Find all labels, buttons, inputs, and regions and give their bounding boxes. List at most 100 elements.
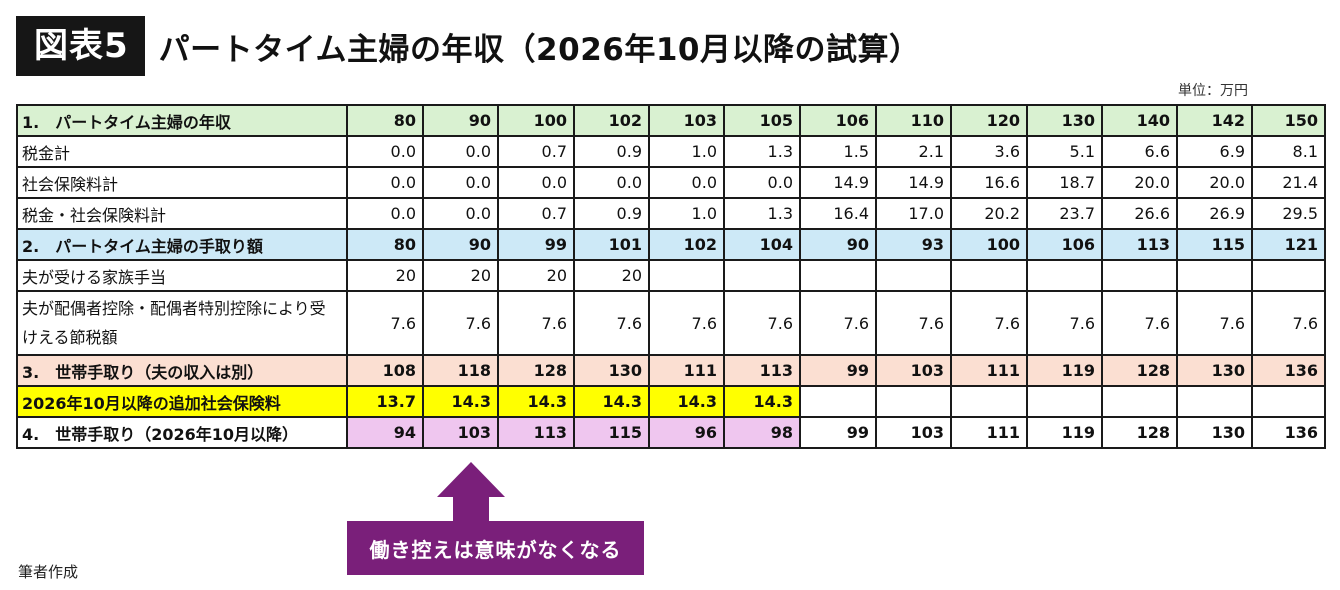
table-cell: 118 xyxy=(422,354,499,387)
table-cell: 21.4 xyxy=(1251,166,1326,199)
table-cell: 7.6 xyxy=(648,290,725,356)
table-cell: 26.6 xyxy=(1101,197,1178,230)
table-cell: 18.7 xyxy=(1026,166,1103,199)
table-cell: 101 xyxy=(573,228,650,261)
table-cell: 16.4 xyxy=(799,197,877,230)
table-cell: 80 xyxy=(346,228,424,261)
table-cell: 1.3 xyxy=(723,135,801,168)
source-note: 筆者作成 xyxy=(18,563,79,581)
table-cell: 26.9 xyxy=(1176,197,1253,230)
table-cell: 14.9 xyxy=(799,166,877,199)
table-cell: 0.0 xyxy=(573,166,650,199)
table-cell: 120 xyxy=(950,104,1028,137)
table-cell: 99 xyxy=(799,416,877,449)
table-cell: 6.6 xyxy=(1101,135,1178,168)
table-cell: 130 xyxy=(1026,104,1103,137)
table-cell: 0.0 xyxy=(346,166,424,199)
page-title: パートタイム主婦の年収（2026年10月以降の試算） xyxy=(158,31,921,68)
table-cell: 96 xyxy=(648,416,725,449)
table-cell xyxy=(875,385,952,418)
row-label: 社会保険料計 xyxy=(16,166,348,199)
row-take-home: 2. パートタイム主婦の手取り額 80 90 99 101 102 104 90… xyxy=(16,228,1326,261)
row-annual-income: 1. パートタイム主婦の年収 80 90 100 102 103 105 106… xyxy=(16,104,1326,137)
table-cell: 130 xyxy=(1176,416,1253,449)
table-cell: 0.0 xyxy=(648,166,725,199)
table-cell: 2.1 xyxy=(875,135,952,168)
table-cell xyxy=(799,385,877,418)
table-cell: 128 xyxy=(1101,354,1178,387)
table-cell xyxy=(1101,259,1178,292)
row-social-insurance: 社会保険料計 0.0 0.0 0.0 0.0 0.0 0.0 14.9 14.9… xyxy=(16,166,1326,199)
table-cell: 103 xyxy=(648,104,725,137)
row-label: 2026年10月以降の追加社会保険料 xyxy=(16,385,348,418)
row-additional-insurance: 2026年10月以降の追加社会保険料 13.7 14.3 14.3 14.3 1… xyxy=(16,385,1326,418)
row-spousal-deduction: 夫が配偶者控除・配偶者特別控除により受けえる節税額 7.6 7.6 7.6 7.… xyxy=(16,290,1326,356)
table-cell: 20.0 xyxy=(1176,166,1253,199)
row-label: 1. パートタイム主婦の年収 xyxy=(16,104,348,137)
table-cell: 105 xyxy=(723,104,801,137)
table-cell: 20 xyxy=(346,259,424,292)
table-cell: 7.6 xyxy=(573,290,650,356)
table-cell: 20 xyxy=(422,259,499,292)
table-cell: 8.1 xyxy=(1251,135,1326,168)
table-cell xyxy=(1101,385,1178,418)
table-cell: 7.6 xyxy=(1101,290,1178,356)
unit-label: 単位：万円 xyxy=(1178,83,1248,99)
table-cell: 7.6 xyxy=(497,290,575,356)
table-cell: 7.6 xyxy=(1176,290,1253,356)
table-cell: 0.9 xyxy=(573,135,650,168)
table-cell: 1.3 xyxy=(723,197,801,230)
row-household-after-2026: 4. 世帯手取り（2026年10月以降） 94 103 113 115 96 9… xyxy=(16,416,1326,449)
table-cell: 110 xyxy=(875,104,952,137)
table-cell: 90 xyxy=(799,228,877,261)
table-cell: 102 xyxy=(573,104,650,137)
table-cell: 14.3 xyxy=(648,385,725,418)
table-cell xyxy=(1251,259,1326,292)
table-cell: 128 xyxy=(1101,416,1178,449)
table-cell: 7.6 xyxy=(875,290,952,356)
arrow-stem xyxy=(453,496,489,522)
table-cell: 7.6 xyxy=(422,290,499,356)
table-cell: 90 xyxy=(422,228,499,261)
table-cell: 128 xyxy=(497,354,575,387)
table-cell: 113 xyxy=(723,354,801,387)
table-cell: 14.3 xyxy=(723,385,801,418)
table-cell: 20 xyxy=(497,259,575,292)
table-cell: 93 xyxy=(875,228,952,261)
table-cell: 16.6 xyxy=(950,166,1028,199)
table-cell: 106 xyxy=(799,104,877,137)
table-cell: 1.5 xyxy=(799,135,877,168)
row-tax-and-insurance: 税金・社会保険料計 0.0 0.0 0.7 0.9 1.0 1.3 16.4 1… xyxy=(16,197,1326,230)
table-cell: 104 xyxy=(723,228,801,261)
table-cell: 136 xyxy=(1251,416,1326,449)
table-cell: 0.0 xyxy=(723,166,801,199)
table-cell: 130 xyxy=(1176,354,1253,387)
table-cell: 113 xyxy=(497,416,575,449)
row-label: 夫が配偶者控除・配偶者特別控除により受けえる節税額 xyxy=(16,290,348,356)
table-cell: 98 xyxy=(723,416,801,449)
table-cell: 5.1 xyxy=(1026,135,1103,168)
table-cell: 130 xyxy=(573,354,650,387)
table-cell: 94 xyxy=(346,416,424,449)
row-family-allowance: 夫が受ける家族手当 20 20 20 20 xyxy=(16,259,1326,292)
table-cell: 14.9 xyxy=(875,166,952,199)
table-cell: 103 xyxy=(422,416,499,449)
table-cell: 1.0 xyxy=(648,135,725,168)
table-cell xyxy=(1176,385,1253,418)
row-label: 3. 世帯手取り（夫の収入は別） xyxy=(16,354,348,387)
table-cell: 111 xyxy=(950,354,1028,387)
row-household-take-home: 3. 世帯手取り（夫の収入は別） 108 118 128 130 111 113… xyxy=(16,354,1326,387)
table-cell: 121 xyxy=(1251,228,1326,261)
table-cell: 14.3 xyxy=(573,385,650,418)
row-label: 夫が受ける家族手当 xyxy=(16,259,348,292)
row-tax-total: 税金計 0.0 0.0 0.7 0.9 1.0 1.3 1.5 2.1 3.6 … xyxy=(16,135,1326,168)
row-label-text: 夫が配偶者控除・配偶者特別控除により受けえる節税額 xyxy=(22,299,326,347)
table-cell: 7.6 xyxy=(950,290,1028,356)
table-cell: 1.0 xyxy=(648,197,725,230)
table-cell: 103 xyxy=(875,354,952,387)
table-cell: 0.0 xyxy=(346,135,424,168)
table-cell: 99 xyxy=(497,228,575,261)
table-cell: 119 xyxy=(1026,416,1103,449)
table-cell xyxy=(1176,259,1253,292)
table-cell: 20 xyxy=(573,259,650,292)
